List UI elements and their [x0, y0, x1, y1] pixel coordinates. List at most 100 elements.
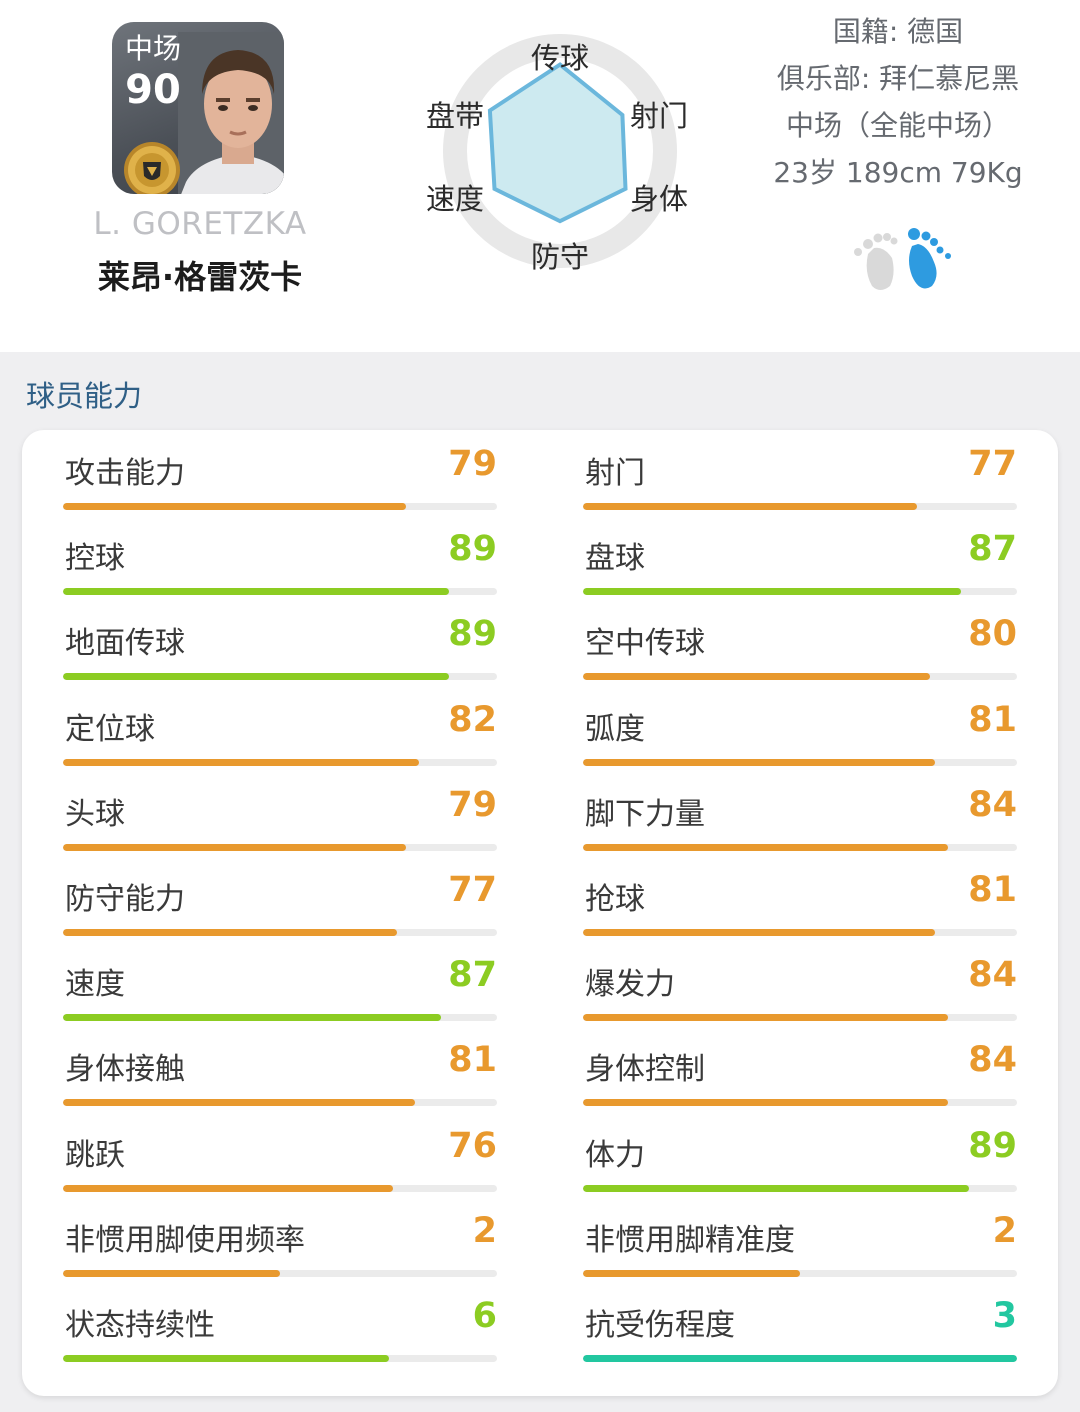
stat-bar-fill — [63, 758, 419, 766]
stat-row: 空中传球 80 — [583, 600, 1017, 685]
stat-bar-fill — [583, 1014, 948, 1022]
stat-label: 非惯用脚精准度 — [585, 1222, 795, 1258]
stat-bar-track — [583, 928, 1017, 936]
stat-bar-track — [583, 843, 1017, 851]
stat-value: 77 — [448, 869, 497, 910]
stat-bar-track — [583, 503, 1017, 510]
player-name-chinese: 莱昂·格雷茨卡 — [97, 258, 303, 296]
stat-bar-fill — [583, 1184, 970, 1192]
stat-bar-fill — [63, 588, 450, 596]
stat-value: 81 — [968, 699, 1017, 740]
stat-bar-track — [583, 1354, 1017, 1362]
stat-row: 头球 79 — [63, 771, 497, 856]
stat-value: 84 — [968, 955, 1017, 996]
card-overall-rating: 90 — [125, 67, 181, 113]
stat-value: 81 — [448, 1040, 497, 1081]
stat-bar-fill — [583, 588, 961, 596]
player-card[interactable]: 中场 90 — [112, 22, 284, 194]
stat-label: 控球 — [65, 541, 125, 577]
stats-column-right: 射门 77 盘球 87 空中传球 80 弧度 81 脚下力量 84 抢球 81 爆发力 84 身体控制 84 体… — [583, 430, 1017, 1367]
stat-bar-fill — [63, 1269, 280, 1277]
stat-bar-fill — [63, 1099, 415, 1107]
stat-label: 跳跃 — [65, 1137, 125, 1173]
stat-bar-track — [63, 1184, 497, 1192]
stat-row: 体力 89 — [583, 1112, 1017, 1197]
stat-row: 速度 87 — [63, 941, 497, 1026]
stat-bar-track — [63, 588, 497, 596]
stat-row: 攻击能力 79 — [63, 430, 497, 515]
stat-bar-track — [583, 758, 1017, 766]
stat-value: 89 — [448, 529, 497, 570]
club: 俱乐部: 拜仁慕尼黑 — [776, 62, 1020, 95]
stats-column-left: 攻击能力 79 控球 89 地面传球 89 定位球 82 头球 79 防守能力 77 速度 87 身体接触 8… — [63, 430, 497, 1367]
stat-value: 87 — [448, 955, 497, 996]
stat-label: 抗受伤程度 — [585, 1307, 735, 1343]
stat-label: 弧度 — [585, 711, 645, 747]
stat-bar-fill — [583, 928, 935, 936]
stat-bar-fill — [583, 843, 948, 851]
player-info: 国籍: 德国 俱乐部: 拜仁慕尼黑 中场（全能中场） 23岁 189cm 79K… — [740, 8, 1056, 196]
stat-row: 跳跃 76 — [63, 1112, 497, 1197]
stat-row: 身体控制 84 — [583, 1026, 1017, 1111]
stat-label: 盘球 — [585, 541, 645, 577]
stat-value: 6 — [472, 1295, 497, 1336]
player-name-english: L. GORETZKA — [93, 206, 307, 242]
stat-value: 79 — [448, 444, 497, 484]
stat-bar-fill — [63, 1354, 389, 1362]
stat-value: 89 — [968, 1125, 1017, 1166]
radar-label-shooting: 射门 — [630, 99, 688, 133]
stat-bar-track — [583, 1099, 1017, 1107]
radar-ring — [443, 34, 677, 268]
stat-row: 控球 89 — [63, 515, 497, 600]
stat-bar-fill — [583, 1099, 948, 1107]
stat-bar-fill — [583, 503, 918, 510]
section-title: 球员能力 — [26, 379, 143, 413]
stat-label: 爆发力 — [585, 967, 675, 1003]
physique: 23岁 189cm 79Kg — [773, 156, 1023, 189]
stat-label: 定位球 — [65, 711, 155, 747]
stat-row: 脚下力量 84 — [583, 771, 1017, 856]
stat-bar-track — [63, 1099, 497, 1107]
gold-medal-icon — [124, 142, 180, 194]
stat-value: 80 — [968, 614, 1017, 655]
stat-value: 84 — [968, 1040, 1017, 1081]
stat-bar-fill — [63, 673, 450, 681]
stat-bar-fill — [583, 758, 935, 766]
nationality: 国籍: 德国 — [832, 15, 964, 48]
stat-value: 76 — [448, 1125, 497, 1166]
stat-value: 84 — [968, 784, 1017, 825]
stat-bar-fill — [63, 503, 406, 510]
stat-row: 抢球 81 — [583, 856, 1017, 941]
stat-row: 盘球 87 — [583, 515, 1017, 600]
stat-bar-track — [583, 1269, 1017, 1277]
stat-row: 身体接触 81 — [63, 1026, 497, 1111]
stat-row: 爆发力 84 — [583, 941, 1017, 1026]
radar-value-polygon — [487, 62, 628, 224]
stat-label: 脚下力量 — [585, 796, 705, 832]
stat-label: 抢球 — [585, 881, 645, 917]
stat-bar-track — [583, 1014, 1017, 1022]
stat-value: 79 — [448, 784, 497, 825]
stat-row: 非惯用脚使用频率 2 — [63, 1197, 497, 1282]
stat-bar-track — [63, 928, 497, 936]
stat-label: 头球 — [65, 796, 125, 832]
stat-bar-track — [583, 588, 1017, 596]
radar-label-defense: 防守 — [531, 240, 589, 274]
stat-row: 定位球 82 — [63, 686, 497, 771]
radar-label-physical: 身体 — [630, 182, 688, 216]
stat-bar-track — [63, 758, 497, 766]
stat-label: 身体控制 — [585, 1052, 705, 1088]
stat-bar-track — [63, 673, 497, 681]
stats-panel: 攻击能力 79 控球 89 地面传球 89 定位球 82 头球 79 防守能力 77 速度 87 身体接触 8… — [22, 430, 1058, 1396]
stat-value: 2 — [992, 1210, 1017, 1251]
left-foot-icon — [854, 233, 898, 290]
stat-bar-fill — [63, 928, 398, 936]
stat-bar-fill — [583, 673, 931, 681]
player-photo — [178, 32, 284, 194]
stat-bar-track — [583, 1184, 1017, 1192]
stat-bar-track — [583, 673, 1017, 681]
right-foot-icon — [908, 228, 951, 289]
preferred-foot — [854, 228, 951, 290]
stat-value: 2 — [472, 1210, 497, 1251]
